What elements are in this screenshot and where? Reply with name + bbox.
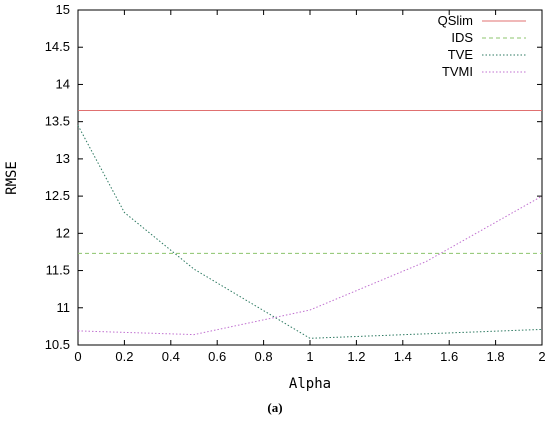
line-chart: 0 0.2 0.4 0.6 0.8 1 1.2 1.4 1.6 1.8 2 10.5 11 11.5 12…: [4, 2, 546, 392]
x-tick-label: 0.8: [255, 349, 273, 364]
y-tick-label: 13.5: [45, 114, 70, 129]
x-tick-label: 1: [306, 349, 313, 364]
x-tick-label: 0.6: [208, 349, 226, 364]
x-tick-label: 1.6: [440, 349, 458, 364]
x-axis-ticks: 0 0.2 0.4 0.6 0.8 1 1.2 1.4 1.6 1.8 2: [74, 10, 546, 364]
series-line-tve: [77, 125, 543, 339]
x-axis-title: Alpha: [289, 376, 331, 392]
x-tick-label: 2: [538, 349, 545, 364]
legend-label-tvmi: TVMI: [442, 64, 473, 79]
legend-label-qslim: QSlim: [438, 13, 473, 28]
x-tick-label: 1.2: [347, 349, 365, 364]
x-tick-label: 1.8: [487, 349, 505, 364]
series-line-tvmi: [77, 195, 543, 336]
y-tick-label: 12.5: [45, 188, 70, 203]
legend-label-tve: TVE: [448, 47, 474, 62]
y-tick-label: 11.5: [46, 263, 70, 278]
y-tick-label: 14: [56, 76, 70, 91]
y-tick-label: 12: [56, 225, 70, 240]
x-tick-label: 0.2: [115, 349, 133, 364]
y-axis-title: RMSE: [4, 161, 20, 195]
y-tick-label: 13: [56, 151, 70, 166]
figure-caption: (a): [267, 400, 283, 415]
legend: QSlim IDS TVE TVMI: [438, 13, 526, 79]
x-tick-label: 0.4: [162, 349, 180, 364]
y-tick-label: 14.5: [45, 39, 70, 54]
y-tick-label: 10.5: [45, 337, 70, 352]
series-layer: [77, 110, 543, 339]
y-axis-ticks: 10.5 11 11.5 12 12.5 13 13.5 14 14.5 15: [45, 2, 542, 352]
legend-label-ids: IDS: [451, 30, 473, 45]
y-tick-label: 15: [56, 2, 70, 17]
x-tick-label: 0: [74, 349, 81, 364]
x-tick-label: 1.4: [394, 349, 412, 364]
y-tick-label: 11: [57, 300, 71, 315]
